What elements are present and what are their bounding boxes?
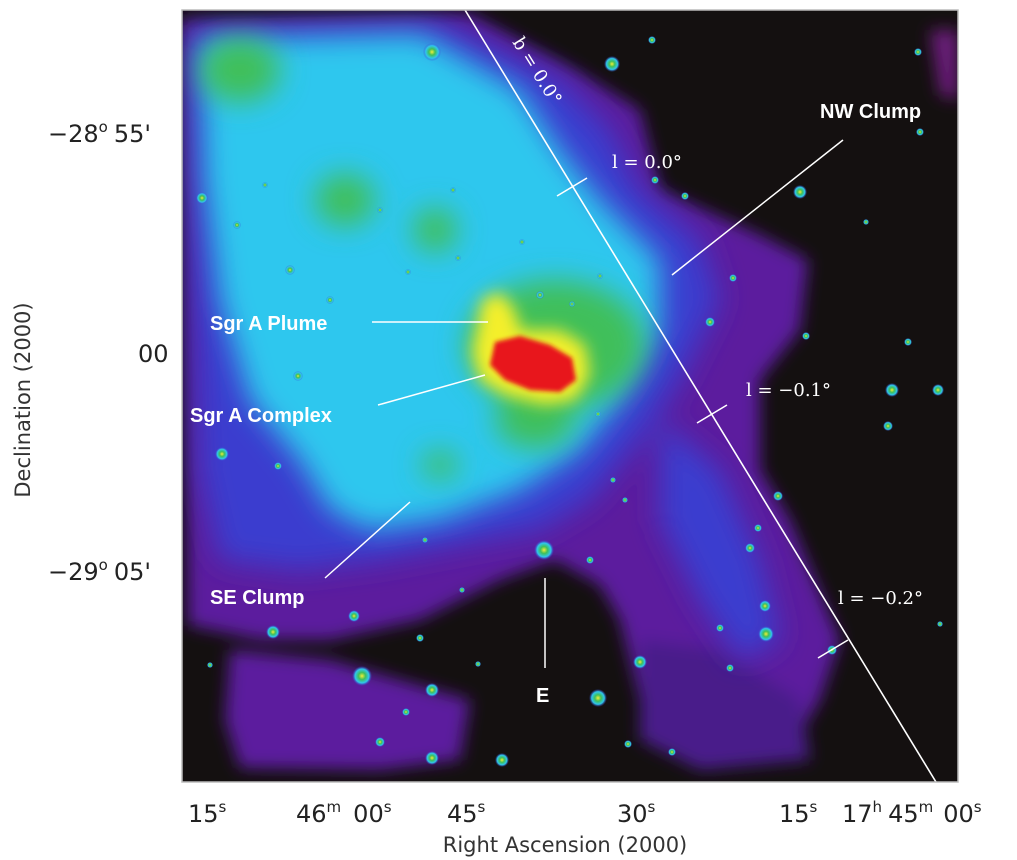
point-source	[266, 625, 280, 639]
l-minus-0.2-tick	[817, 639, 849, 659]
point-source	[569, 301, 575, 307]
x-tick-label: 30s	[617, 798, 656, 828]
point-source	[863, 219, 869, 225]
point-source	[405, 269, 411, 275]
point-source	[377, 207, 383, 213]
nw-clump-label: NW Clump	[820, 101, 921, 123]
se-clump-label: SE Clump	[210, 587, 304, 609]
e-label: E	[536, 685, 549, 707]
l-minus-0.2-label: l = −0.2°	[838, 588, 923, 609]
point-source	[402, 708, 410, 716]
point-source	[519, 239, 525, 245]
point-source	[455, 255, 461, 261]
point-source	[668, 748, 676, 756]
y-tick-label: 00	[138, 340, 169, 368]
y-tick-label: −29o 05'	[48, 556, 151, 586]
x-axis-ticks: 15s 46m 00s 45s 30s 15s 17h 45m 00s	[188, 798, 982, 828]
point-sources	[196, 36, 944, 767]
point-source	[416, 634, 424, 642]
l-minus-0.1-label: l = −0.1°	[746, 380, 831, 401]
point-source	[648, 36, 656, 44]
x-tick-label: 46m 00s	[296, 798, 392, 828]
y-axis-title: Declination (2000)	[11, 302, 35, 497]
point-source	[633, 655, 647, 669]
nw-clump-pointer	[671, 139, 844, 276]
point-source	[885, 383, 899, 397]
y-axis-ticks: −28o 55' 00 −29o 05'	[48, 118, 169, 586]
point-source	[651, 176, 659, 184]
point-source	[422, 537, 428, 543]
point-source	[937, 621, 943, 627]
point-source	[595, 411, 601, 417]
l-minus-0.1-tick	[696, 404, 728, 424]
point-source	[207, 662, 213, 668]
point-source	[215, 447, 229, 461]
point-source	[754, 524, 762, 532]
point-source	[534, 540, 554, 560]
y-tick-label: −28o 55'	[48, 118, 151, 148]
point-source	[681, 192, 689, 200]
point-source	[536, 291, 544, 299]
sgr-a-plume-label: Sgr A Plume	[210, 313, 327, 335]
image-panel: NW Clump Sgr A Plume Sgr A Complex SE Cl…	[182, 10, 958, 782]
point-source	[589, 689, 607, 707]
galactic-plane-line	[464, 10, 937, 782]
point-source	[705, 317, 715, 327]
plot-frame	[181, 9, 959, 783]
sgr-a-red-core	[490, 336, 576, 392]
se-clump-pointer	[324, 501, 411, 579]
point-source	[475, 661, 481, 667]
point-source	[233, 221, 241, 229]
point-source	[604, 56, 620, 72]
point-source	[274, 462, 282, 470]
point-source	[425, 751, 439, 765]
point-source	[622, 497, 628, 503]
point-source	[293, 371, 303, 381]
point-source	[716, 624, 724, 632]
point-source	[916, 128, 924, 136]
point-source	[793, 185, 807, 199]
point-source	[745, 543, 755, 553]
point-source	[262, 182, 268, 188]
point-source	[904, 338, 912, 346]
point-source	[352, 666, 372, 686]
point-source	[375, 737, 385, 747]
point-source	[729, 274, 737, 282]
point-source	[624, 740, 632, 748]
point-source	[758, 626, 774, 642]
point-source	[883, 421, 893, 431]
x-tick-label: 15s	[188, 798, 227, 828]
x-tick-label: 45s	[447, 798, 486, 828]
point-source	[196, 192, 208, 204]
sgr-a-complex-label: Sgr A Complex	[190, 405, 332, 427]
point-source	[285, 265, 295, 275]
l-0.0-tick	[556, 177, 588, 197]
l-0.0-label: l = 0.0°	[612, 152, 682, 173]
sgr-a-complex-pointer	[377, 374, 486, 406]
point-source	[802, 332, 810, 340]
point-source	[586, 556, 594, 564]
point-source	[932, 384, 944, 396]
x-axis-title: Right Ascension (2000)	[443, 833, 688, 857]
point-source	[610, 477, 616, 483]
point-source	[726, 664, 734, 672]
point-source	[773, 491, 783, 501]
x-tick-label: 17h 45m 00s	[842, 798, 982, 828]
x-tick-label: 15s	[779, 798, 818, 828]
point-source	[425, 683, 439, 697]
point-source	[459, 587, 465, 593]
point-source	[759, 600, 771, 612]
point-source	[914, 48, 922, 56]
point-source	[597, 273, 603, 279]
point-source	[450, 187, 456, 193]
point-source	[348, 610, 360, 622]
point-source	[495, 753, 509, 767]
point-source	[423, 43, 441, 61]
point-source	[326, 296, 334, 304]
